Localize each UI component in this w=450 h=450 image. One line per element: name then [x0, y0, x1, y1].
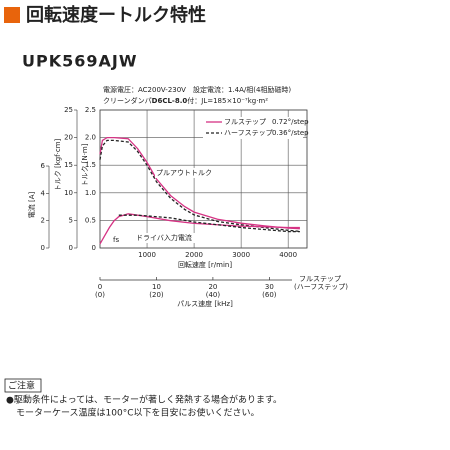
series-line	[99, 213, 300, 245]
x2-tick-label: 20	[208, 283, 217, 291]
x3-tick-label: (60)	[262, 291, 277, 299]
notice-line: モーターケース温度は100°C以下を目安にお使いください。	[16, 407, 260, 419]
y3-tick-label: 6	[41, 162, 46, 170]
x-tick-label: 4000	[279, 251, 297, 259]
annotation-bg	[155, 168, 217, 178]
x3-tick-label: (0)	[95, 291, 105, 299]
y-tick-label: 2.5	[85, 106, 96, 114]
x-tick-label: 2000	[185, 251, 203, 259]
annotation: fs	[113, 236, 119, 244]
page-title: 回転速度ートルク特性	[26, 4, 206, 26]
legend-box	[203, 117, 303, 139]
y-tick-label: 1.5	[85, 161, 96, 169]
annotation-bg	[135, 233, 197, 243]
notice-line: ●駆動条件によっては、モーターが著しく発熱する場合があります。	[6, 394, 282, 406]
notice-title: ご注意	[8, 380, 35, 392]
y3-tick-label: 0	[41, 244, 45, 252]
x-tick-label: 3000	[232, 251, 250, 259]
x2-note: フルステップ	[299, 275, 341, 283]
series-line	[99, 136, 300, 230]
y-tick-label: 0.5	[85, 216, 96, 224]
x2-note: (ハーフステップ)	[294, 283, 348, 291]
x2-tick-label: 0	[98, 283, 102, 291]
y2-tick-label: 20	[64, 134, 73, 142]
legend-step: 0.36°/step	[272, 129, 309, 137]
legend-label: フルステップ	[224, 118, 266, 126]
spec-line: 電源電圧：AC200V-230V 設定電流：1.4A/相(4相励磁時)	[103, 85, 291, 94]
y2-tick-label: 25	[64, 106, 73, 114]
notice-box	[4, 378, 42, 393]
x2-tick-label: 30	[265, 283, 274, 291]
x3-tick-label: (20)	[149, 291, 164, 299]
spec-part: 付：JL=185×10⁻⁷kg·m²	[187, 96, 268, 105]
x-tick-label: 1000	[138, 251, 156, 259]
x2-tick-label: 10	[152, 283, 161, 291]
annotation-bg	[112, 235, 120, 245]
spec-part: クリーンダンパ	[103, 96, 152, 105]
y-tick-label: 1.0	[85, 189, 96, 197]
series-line	[118, 214, 300, 233]
y2-tick-label: 15	[64, 161, 73, 169]
y2-tick-label: 0	[69, 244, 73, 252]
y3-tick-label: 4	[41, 189, 46, 197]
y-axis-label: トルク [N·m]	[81, 143, 89, 186]
y2-axis-label: トルク [kgf·cm]	[54, 138, 62, 191]
model: UPK569AJW	[22, 52, 138, 71]
annotation: ドライバ入力電流	[136, 233, 192, 242]
annotation: プルアウトトルク	[156, 169, 212, 177]
y-tick-label: 0	[92, 244, 96, 252]
y-tick-label: 2.0	[85, 134, 96, 142]
legend-label: ハーフステップ	[224, 129, 273, 137]
y2-tick-label: 5	[69, 216, 73, 224]
spec-part: D6CL-8.0	[152, 97, 188, 105]
legend-step: 0.72°/step	[272, 118, 309, 126]
series-line	[99, 139, 300, 233]
x3-tick-label: (40)	[206, 291, 221, 299]
y3-tick-label: 2	[41, 217, 45, 225]
y3-axis-label: 電流 [A]	[27, 191, 36, 218]
y2-tick-label: 10	[64, 189, 73, 197]
x2-axis-label: パルス速度 [kHz]	[177, 299, 233, 308]
x-axis-label: 回転速度 [r/min]	[178, 260, 232, 269]
spec-line: クリーンダンパD6CL-8.0付：JL=185×10⁻⁷kg·m²	[103, 96, 268, 105]
title-marker	[4, 7, 20, 23]
